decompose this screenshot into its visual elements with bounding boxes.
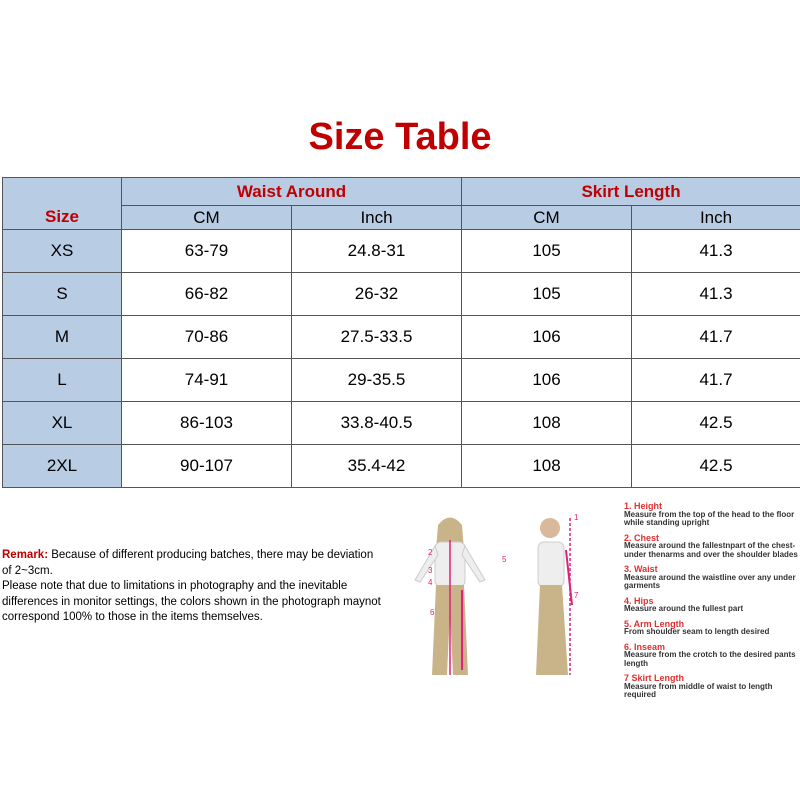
guide-text: From shoulder seam to length desired bbox=[624, 627, 770, 636]
size-header: Size bbox=[44, 207, 80, 226]
cell-skirt-cm: 108 bbox=[461, 444, 633, 488]
guide-text: Measure from the top of the head to the … bbox=[624, 509, 795, 527]
cell-size: XL bbox=[2, 401, 122, 445]
guide-text: Measure from the crotch to the desired p… bbox=[624, 650, 796, 668]
waist-cm-header: CM bbox=[121, 205, 292, 230]
waist-header: Waist Around bbox=[120, 177, 463, 206]
measurement-guide: 1. Height Measure from the top of the hea… bbox=[624, 502, 800, 700]
guide-heading: 4. Hips bbox=[624, 595, 654, 606]
table-row: M 70-86 27.5-33.5 106 41.7 bbox=[2, 315, 800, 359]
cell-skirt-cm: 105 bbox=[461, 229, 633, 273]
figure-label-1: 1 bbox=[574, 513, 579, 522]
cell-size: L bbox=[2, 358, 122, 402]
remark: Remark: Because of different producing b… bbox=[2, 548, 382, 626]
guide-heading: 5. Arm Length bbox=[624, 618, 685, 629]
guide-text: Measure around the waistline over any un… bbox=[624, 572, 796, 590]
guide-heading: 2. Chest bbox=[624, 532, 660, 543]
table-row: S 66-82 26-32 105 41.3 bbox=[2, 272, 800, 316]
cell-skirt-in: 42.5 bbox=[631, 444, 800, 488]
figure-label-7: 7 bbox=[574, 591, 579, 600]
cell-size: 2XL bbox=[2, 444, 122, 488]
cell-skirt-in: 41.3 bbox=[631, 229, 800, 273]
remark-text-2: Please note that due to limitations in p… bbox=[2, 580, 381, 623]
cell-skirt-cm: 105 bbox=[461, 272, 633, 316]
table-row: XL 86-103 33.8-40.5 108 42.5 bbox=[2, 401, 800, 445]
cell-waist-in: 29-35.5 bbox=[290, 358, 463, 402]
cell-waist-in: 26-32 bbox=[290, 272, 463, 316]
cell-waist-cm: 66-82 bbox=[121, 272, 292, 316]
cell-skirt-in: 42.5 bbox=[631, 401, 800, 445]
figure-label-2: 2 bbox=[428, 548, 433, 557]
cell-waist-cm: 86-103 bbox=[121, 401, 292, 445]
guide-heading: 1. Height bbox=[624, 501, 663, 511]
cell-waist-in: 27.5-33.5 bbox=[290, 315, 463, 359]
cell-skirt-cm: 106 bbox=[461, 315, 633, 359]
figure-label-3: 3 bbox=[428, 566, 433, 575]
measurement-figure-illustration: 2 3 4 5 6 1 7 bbox=[414, 513, 579, 675]
cell-skirt-in: 41.7 bbox=[631, 358, 800, 402]
guide-text: Measure from middle of waist to length r… bbox=[624, 681, 773, 699]
cell-waist-cm: 63-79 bbox=[121, 229, 292, 273]
side-figure bbox=[536, 518, 573, 675]
cell-size: XS bbox=[2, 229, 122, 273]
cell-skirt-in: 41.7 bbox=[631, 315, 800, 359]
waist-inch-header: Inch bbox=[290, 205, 463, 230]
size-table: Size Waist Around Skirt Length CM Inch C… bbox=[2, 177, 800, 488]
guide-heading: 6. Inseam bbox=[624, 641, 666, 652]
cell-waist-in: 33.8-40.5 bbox=[290, 401, 463, 445]
skirt-cm-header: CM bbox=[461, 205, 633, 230]
cell-waist-cm: 70-86 bbox=[121, 315, 292, 359]
cell-skirt-cm: 108 bbox=[461, 401, 633, 445]
cell-size: S bbox=[2, 272, 122, 316]
guide-text: Measure around the fallestnpart of the c… bbox=[624, 541, 798, 559]
cell-size: M bbox=[2, 315, 122, 359]
figure-label-6: 6 bbox=[430, 608, 435, 617]
remark-label: Remark: bbox=[2, 549, 49, 561]
cell-skirt-cm: 106 bbox=[461, 358, 633, 402]
cell-waist-cm: 90-107 bbox=[121, 444, 292, 488]
table-row: L 74-91 29-35.5 106 41.7 bbox=[2, 358, 800, 402]
figure-label-4: 4 bbox=[428, 578, 433, 587]
page-title: Size Table bbox=[308, 116, 492, 158]
cell-skirt-in: 41.3 bbox=[631, 272, 800, 316]
skirt-header: Skirt Length bbox=[461, 177, 800, 206]
table-row: XS 63-79 24.8-31 105 41.3 bbox=[2, 229, 800, 273]
front-figure bbox=[414, 517, 486, 675]
guide-text: Measure around the fullest part bbox=[624, 604, 744, 613]
remark-text-1: Because of different producing batches, … bbox=[2, 549, 374, 577]
table-row: 2XL 90-107 35.4-42 108 42.5 bbox=[2, 444, 800, 488]
cell-waist-cm: 74-91 bbox=[121, 358, 292, 402]
guide-heading: 7 Skirt Length bbox=[624, 673, 685, 683]
figure-label-5: 5 bbox=[502, 555, 507, 564]
skirt-inch-header: Inch bbox=[631, 205, 800, 230]
guide-heading: 3. Waist bbox=[624, 564, 658, 574]
cell-waist-in: 24.8-31 bbox=[290, 229, 463, 273]
cell-waist-in: 35.4-42 bbox=[290, 444, 463, 488]
